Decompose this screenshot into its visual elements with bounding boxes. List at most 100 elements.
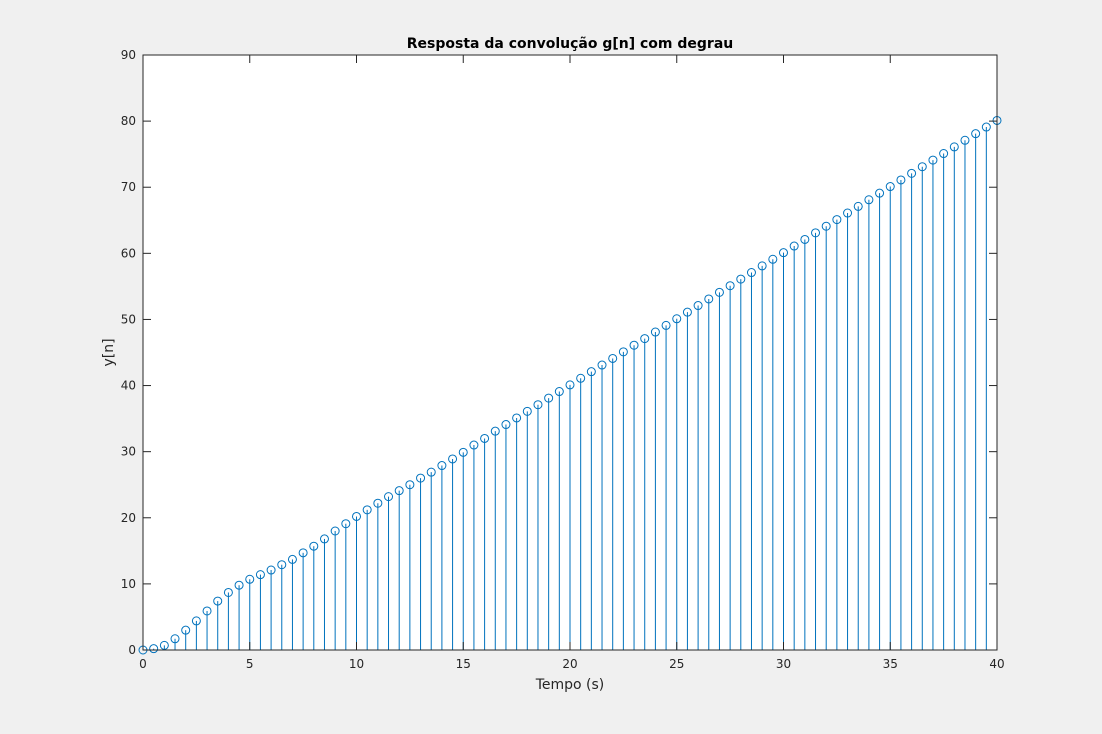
stem-marker: [373, 498, 383, 508]
x-tick-label: 5: [246, 657, 254, 671]
stem-marker: [704, 294, 714, 304]
stem-marker: [853, 201, 863, 211]
stem-marker: [405, 480, 415, 490]
stem-marker: [458, 447, 468, 457]
stem-marker: [693, 301, 703, 311]
stem-marker: [416, 473, 426, 483]
stem-marker: [939, 149, 949, 159]
x-tick-label: 20: [562, 657, 577, 671]
stem-marker: [330, 526, 340, 536]
chart-title: Resposta da convolução g[n] com degrau: [407, 36, 733, 52]
x-tick-label: 30: [776, 657, 791, 671]
stem-marker: [864, 195, 874, 205]
stem-marker: [650, 327, 660, 337]
y-tick-label: 0: [128, 643, 136, 657]
x-tick-label: 10: [349, 657, 364, 671]
stem-marker: [757, 261, 767, 271]
x-tick-label: 35: [883, 657, 898, 671]
axis-ticks: 0 5 10 15 20 25 30 35 40 0 10 20 30 40 50 60 70 80 90: [121, 48, 1005, 671]
stem-marker: [341, 519, 351, 529]
stem-marker: [255, 570, 265, 580]
stem-marker: [490, 426, 500, 436]
stem-marker: [501, 420, 511, 430]
stem-marker: [779, 248, 788, 258]
stem-marker: [352, 511, 361, 521]
stem-marker: [565, 380, 575, 390]
stem-marker: [960, 135, 970, 145]
stem-marker: [875, 188, 885, 198]
stem-marker: [981, 122, 991, 132]
stem-marker: [746, 268, 756, 278]
stem-marker: [832, 215, 842, 225]
x-axis-label: Tempo (s): [535, 677, 605, 693]
y-tick-label: 10: [121, 577, 136, 591]
stem-marker: [896, 175, 906, 185]
stem-marker: [266, 565, 276, 575]
stem-marker: [672, 314, 682, 324]
stem-marker: [736, 274, 746, 284]
stem-marker: [245, 574, 255, 584]
stem-marker: [170, 634, 180, 644]
stem-marker: [522, 406, 532, 416]
stem-marker: [576, 373, 586, 383]
stem-marker: [597, 360, 607, 370]
x-tick-label: 40: [989, 657, 1004, 671]
y-tick-label: 50: [121, 312, 136, 326]
stem-marker: [661, 320, 671, 330]
y-tick-label: 20: [121, 511, 136, 525]
stem-marker: [629, 340, 639, 350]
stem-marker: [586, 367, 596, 377]
stem-marker: [394, 486, 404, 496]
stem-marker: [544, 393, 554, 403]
x-tick-label: 0: [139, 657, 147, 671]
stem-marker: [618, 347, 628, 357]
stem-marker: [725, 281, 735, 291]
stem-marker: [234, 580, 244, 590]
stem-marker: [309, 541, 319, 551]
stem-marker: [287, 554, 297, 564]
stem-marker: [640, 334, 650, 344]
stem-marker: [971, 129, 981, 139]
stem-marker: [928, 155, 938, 165]
stem-marker: [949, 142, 959, 152]
y-tick-label: 90: [121, 48, 136, 62]
stem-marker: [223, 587, 233, 597]
stem-marker: [159, 640, 169, 650]
stem-marker: [277, 560, 287, 570]
stem-series: [138, 115, 1002, 655]
stem-marker: [298, 548, 308, 558]
stem-marker: [800, 234, 810, 244]
stem-marker: [714, 287, 724, 297]
stem-marker: [384, 492, 394, 502]
stem-marker: [533, 400, 543, 410]
y-tick-label: 30: [121, 445, 136, 459]
stem-marker: [768, 254, 778, 264]
x-tick-label: 25: [669, 657, 684, 671]
stem-marker: [821, 221, 831, 231]
stem-marker: [907, 168, 917, 178]
stem-marker: [437, 461, 447, 471]
stem-marker: [362, 505, 372, 515]
stem-marker: [213, 596, 223, 606]
stem-marker: [554, 387, 564, 397]
stem-marker: [789, 241, 799, 251]
y-tick-label: 80: [121, 114, 136, 128]
stem-marker: [512, 413, 522, 423]
y-tick-label: 70: [121, 180, 136, 194]
stem-marker: [149, 644, 159, 654]
stem-marker: [202, 606, 212, 616]
y-tick-label: 60: [121, 246, 136, 260]
stem-marker: [885, 182, 895, 192]
stem-marker: [480, 433, 490, 443]
x-tick-label: 15: [456, 657, 471, 671]
stem-marker: [682, 307, 692, 317]
stem-marker: [469, 440, 479, 450]
stem-marker: [448, 454, 458, 464]
stem-marker: [608, 353, 618, 363]
stem-marker: [426, 467, 436, 477]
stem-marker: [917, 162, 927, 172]
stem-marker: [843, 208, 853, 218]
stem-marker: [181, 625, 191, 635]
